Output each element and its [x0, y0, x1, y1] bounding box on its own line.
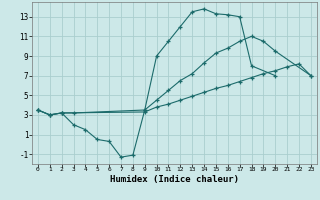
- X-axis label: Humidex (Indice chaleur): Humidex (Indice chaleur): [110, 175, 239, 184]
